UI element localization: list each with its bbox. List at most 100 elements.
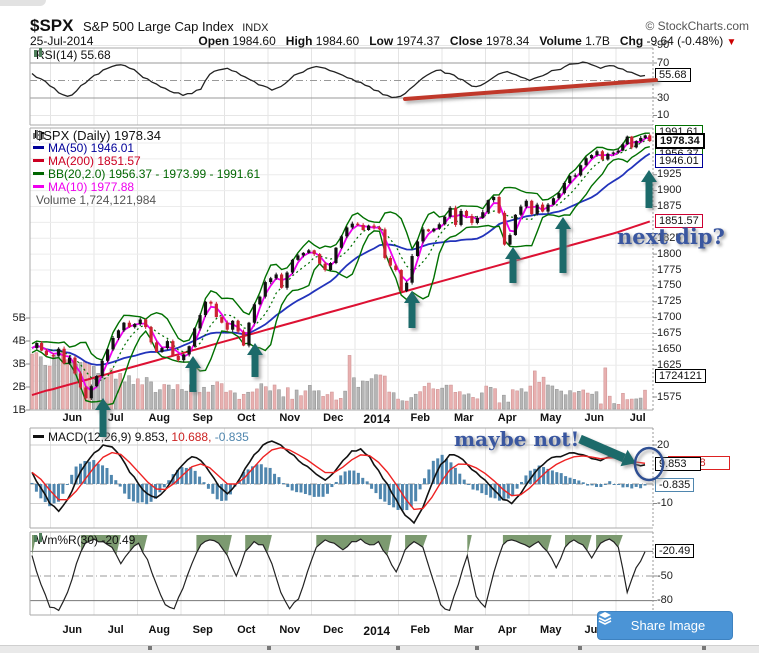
bottom-strip-tick xyxy=(148,646,152,650)
share-button-label: Share Image xyxy=(630,618,706,633)
ma50-legend-text: MA(50) 1946.01 xyxy=(48,141,135,155)
open-label: Open xyxy=(198,34,230,48)
scale-box-1978.34: 1978.34 xyxy=(655,133,705,150)
scale-label-1900: 1900 xyxy=(657,184,682,197)
open-value: 1984.60 xyxy=(232,34,276,48)
bb-swatch-icon xyxy=(33,172,44,175)
quote-line: 25-Jul-2014 Open 1984.60 High 1984.60 Low 1… xyxy=(30,34,736,48)
month-label-Dec-row2: Dec xyxy=(323,624,344,636)
macd-swatch-icon xyxy=(33,435,44,438)
month-label-Mar-row2: Mar xyxy=(453,624,474,636)
scale-label-1925: 1925 xyxy=(657,168,682,181)
month-label-Apr-row1: Apr xyxy=(497,412,517,424)
month-label-Sep-row1: Sep xyxy=(192,412,213,424)
scale-label--50: -50 xyxy=(657,569,673,582)
volume-scale-label-3B: 3B xyxy=(12,357,26,370)
scale-box-55.68: 55.68 xyxy=(655,68,691,83)
maybe-not-annotation: maybe not! xyxy=(454,427,580,451)
month-label-2014-row1: 2014 xyxy=(363,412,391,426)
month-label-Nov-row1: Nov xyxy=(279,412,301,424)
exchange: INDX xyxy=(242,22,269,34)
month-label-Aug-row2: Aug xyxy=(148,624,170,636)
month-label-Jul-row1: Jul xyxy=(629,412,646,424)
main-legend: $SPX (Daily) 1978.34 MA(50) 1946.01 MA(2… xyxy=(33,129,260,207)
close-label: Close xyxy=(449,34,483,48)
month-label-Aug-row1: Aug xyxy=(148,412,170,424)
volume-legend-text: Volume 1,724,121,984 xyxy=(36,193,157,207)
wmr-legend: Wm%R(30) -20.49 xyxy=(33,533,135,547)
share-image-button[interactable]: Share Image xyxy=(597,611,733,640)
scale-label-1750: 1750 xyxy=(657,279,682,292)
scale-label--80: -80 xyxy=(657,594,673,607)
volume-scale-label-4B: 4B xyxy=(12,334,26,347)
symbol: $SPX xyxy=(30,16,74,35)
browser-tab-remnant xyxy=(0,0,46,6)
scale-label-1825: 1825 xyxy=(657,231,682,244)
chart-header: $SPX S&P 500 Large Cap Index INDX xyxy=(30,16,269,36)
change-label: Chg xyxy=(619,34,644,48)
scale-label-10: 10 xyxy=(657,109,670,121)
up-arrow-annotation xyxy=(247,343,263,377)
month-label-Jun-row1: Jun xyxy=(62,412,83,424)
scale-box-1946.01: 1946.01 xyxy=(655,153,703,168)
scale-box--0.835: -0.835 xyxy=(655,478,695,493)
ma50-swatch-icon xyxy=(33,146,44,149)
scale-label-1625: 1625 xyxy=(657,358,682,371)
up-arrow-annotation xyxy=(641,170,657,208)
month-label-Sep-row2: Sep xyxy=(192,624,213,636)
up-arrow-annotation xyxy=(95,398,111,437)
scale-box--20.49: -20.49 xyxy=(655,544,695,559)
macd-legend-signal: 10.688, xyxy=(171,430,212,444)
scale-label-1575: 1575 xyxy=(657,390,682,403)
month-label-May-row1: May xyxy=(540,412,562,424)
bb-legend-text: BB(20,2.0) 1956.37 - 1973.99 - 1991.61 xyxy=(48,167,261,181)
scale-label-90: 90 xyxy=(657,39,670,51)
scale-label-1700: 1700 xyxy=(657,311,682,324)
month-label-Dec-row1: Dec xyxy=(323,412,344,424)
month-label-Nov-row2: Nov xyxy=(279,624,301,636)
scale-box-1851.57: 1851.57 xyxy=(655,213,703,228)
close-value: 1978.34 xyxy=(485,34,530,48)
month-label-Apr-row2: Apr xyxy=(497,624,517,636)
scale-label--10: -10 xyxy=(657,497,673,509)
volume-value: 1.7B xyxy=(585,34,610,48)
ma10-legend-text: MA(10) 1977.88 xyxy=(48,180,135,194)
volume-scale-label-5B: 5B xyxy=(12,311,26,324)
bottom-strip xyxy=(0,645,759,653)
month-label-Mar-row1: Mar xyxy=(453,412,474,424)
macd-legend: MACD(12,26,9) 9.853, 10.688, -0.835 xyxy=(33,430,249,444)
month-label-Jun-row1: Jun xyxy=(584,412,605,424)
scale-label-70: 70 xyxy=(657,56,670,69)
month-label-May-row2: May xyxy=(540,624,562,636)
high-label: High xyxy=(285,34,313,48)
scale-label-1725: 1725 xyxy=(657,295,682,308)
change-value: -9.64 (-0.48%) xyxy=(646,34,724,48)
rsi-trendline-annotation xyxy=(403,78,658,101)
scale-label-30: 30 xyxy=(657,91,670,104)
month-label-Jun-row2: Jun xyxy=(62,624,83,636)
ma10-swatch-icon xyxy=(33,185,44,188)
ma200-swatch-icon xyxy=(33,159,44,162)
scale-label-20: 20 xyxy=(657,438,670,451)
month-label-2014-row2: 2014 xyxy=(363,624,391,638)
up-arrow-annotation xyxy=(505,247,521,283)
scale-label-1875: 1875 xyxy=(657,200,682,212)
month-label-Jul-row2: Jul xyxy=(107,624,124,636)
volume-label: Volume xyxy=(539,34,582,48)
ma200-legend-text: MA(200) 1851.57 xyxy=(48,154,141,168)
macd-legend-hist: -0.835 xyxy=(214,430,249,444)
scale-label-1675: 1675 xyxy=(657,327,682,339)
maybe-not-arrow-head xyxy=(620,449,636,467)
low-label: Low xyxy=(369,34,394,48)
low-value: 1974.37 xyxy=(396,34,440,48)
month-label-Oct-row2: Oct xyxy=(237,624,256,636)
volume-scale-label-2B: 2B xyxy=(12,380,26,393)
chart-date: 25-Jul-2014 xyxy=(30,34,94,48)
up-arrow-annotation xyxy=(555,217,571,273)
next-dip-annotation: next dip? xyxy=(617,224,725,249)
scale-box-9.853: 9.853 xyxy=(655,457,701,472)
maybe-not-arrow-shaft xyxy=(578,434,626,463)
